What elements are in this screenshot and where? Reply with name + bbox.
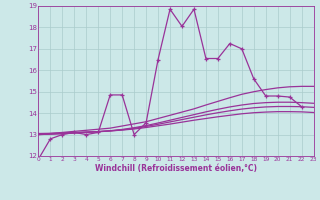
X-axis label: Windchill (Refroidissement éolien,°C): Windchill (Refroidissement éolien,°C) [95, 164, 257, 173]
